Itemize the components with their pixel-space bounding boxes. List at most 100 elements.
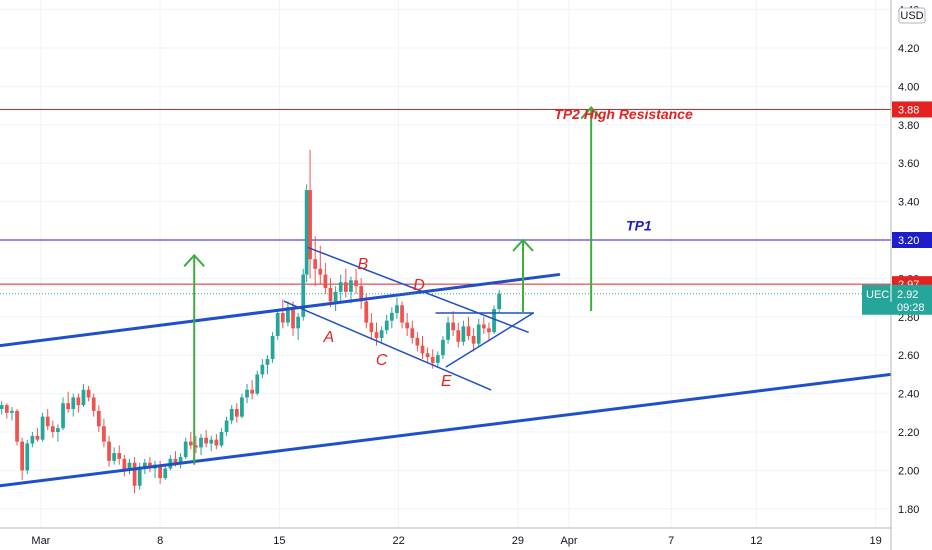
price-lines [0,108,891,285]
candle-body [194,445,198,448]
candle-body [15,410,19,442]
x-tick-label: 7 [668,535,674,547]
candle-body [30,435,35,444]
candle-body [234,408,239,417]
candle-body [280,312,285,323]
pattern-point-e: E [441,373,452,390]
candle-body [66,403,71,409]
arrow-tp2-head [580,106,602,120]
candle-body [296,316,301,329]
candle-body [384,320,389,331]
candle-body [343,282,348,292]
x-tick-label: Apr [560,535,577,547]
candle-body [471,336,476,344]
candle-body [338,282,343,292]
lower-channel-trendline [0,372,893,488]
time-axis[interactable]: Mar 8 15 22 29 Apr 7 12 19 [0,527,891,547]
candle-body [40,416,45,440]
candle-body [461,326,466,342]
candle-body [250,389,255,394]
last-price-badge: UEC 2.92 09:28 [862,284,932,315]
candle-body [35,435,40,440]
candle-body [354,280,358,287]
candle-body [364,301,369,323]
pattern-point-c: C [376,352,388,369]
candle-body [158,464,163,479]
trendlines [0,246,893,488]
candle-body [275,312,280,336]
price-axis[interactable]: 1.802.002.202.402.602.803.003.203.403.60… [862,0,932,550]
y-tick-label: 3.60 [898,158,919,170]
candle-body [142,462,147,467]
candle-body [487,328,491,333]
arrow-mid-head [512,238,534,252]
y-tick-label: 4.00 [898,81,919,93]
triangle-bottom-trendline [283,300,492,391]
candle-body [435,355,440,363]
candle-body [405,322,410,329]
y-tick-label: 2.20 [898,427,919,439]
candle-body [245,389,249,398]
triangle-top-trendline [307,246,529,333]
candle-body [304,190,309,275]
candle-body [260,364,265,375]
candle-body [481,324,486,329]
pattern-point-a: A [322,329,334,346]
annotation-label: TP2 High Resistance [554,106,693,122]
candle-body [328,288,333,302]
candle-body [313,259,318,269]
x-tick-label: 22 [393,535,405,547]
candle-body [425,353,430,358]
candle-body [224,420,229,432]
candle-body [117,453,122,459]
candle-body [374,332,379,338]
candle-body [81,389,86,406]
y-tick-label: 3.80 [898,120,919,132]
candle-body [178,456,183,463]
candle-body [91,397,96,411]
last-price-value: 2.92 [897,289,918,301]
candle-body [25,443,30,471]
candle-body [86,389,91,398]
candle-body [122,458,127,471]
candle-body [270,336,275,360]
candle-body [209,439,214,444]
candle-body [333,291,338,302]
candlestick-series [0,149,502,494]
candle-body [76,397,81,406]
candle-body [430,357,435,363]
annotation-label: TP1 [626,217,652,233]
target-arrows [183,106,602,465]
x-tick-label: 12 [750,535,762,547]
candle-body [291,307,295,329]
candle-body [476,324,481,344]
candle-body [395,305,399,313]
candle-body [446,322,450,340]
pennant-bottom-trendline [445,312,534,368]
candle-body [301,274,306,317]
candle-body [497,293,502,310]
candle-body [415,337,420,346]
y-tick-label: 2.40 [898,389,919,401]
candle-body [466,326,471,336]
candle-body [308,190,312,260]
candle-body [240,397,244,417]
candle-body [137,466,142,486]
y-tick-label: 4.20 [898,43,919,55]
symbol-label: UEC [866,289,889,301]
candle-body [318,268,323,275]
candle-body [0,405,4,409]
x-tick-label: 8 [157,535,163,547]
candle-body [50,426,55,432]
x-tick-label: 19 [870,535,882,547]
candle-body [456,330,461,342]
tp2-badge-value: 3.88 [898,104,919,116]
candle-body [323,274,328,288]
tp1-badge [892,232,932,248]
currency-label: USD [900,10,923,22]
candle-body [410,328,415,338]
candle-body [265,359,270,365]
candle-body [420,345,425,354]
currency-badge [898,7,926,24]
